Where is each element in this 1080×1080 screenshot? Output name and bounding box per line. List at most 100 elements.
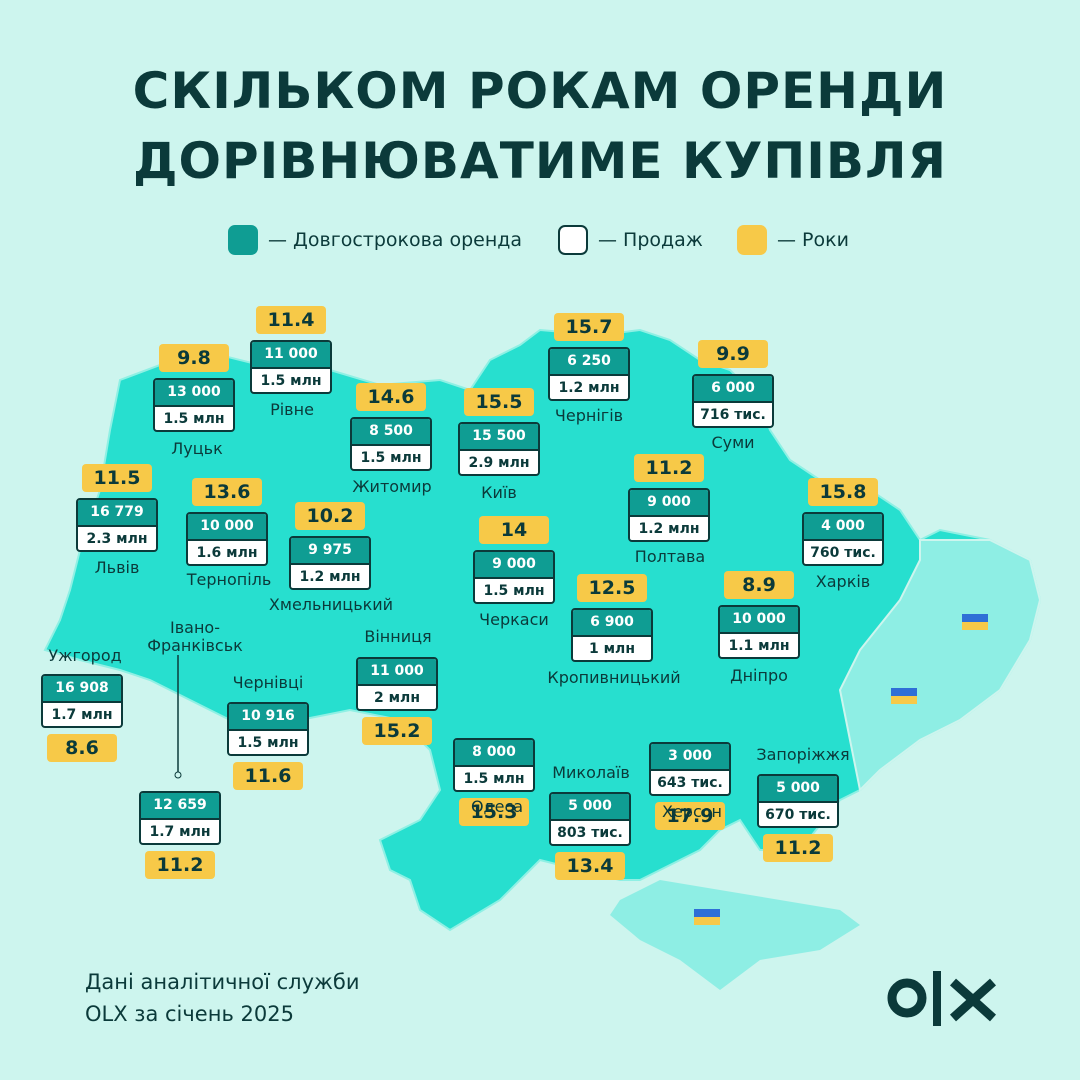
city-card: 12 659 1.7 млн [139, 791, 221, 845]
city-card: 6 250 1.2 млн [548, 347, 630, 401]
sale-price: 1.2 млн [558, 380, 620, 396]
city-card: 3 000 643 тис. [649, 742, 731, 796]
rent-price: 13 000 [155, 380, 233, 407]
city-name: Житомир [352, 477, 432, 496]
rent-price: 11 000 [252, 342, 330, 369]
city-card: 16 908 1.7 млн [41, 674, 123, 728]
sale-price: 1 млн [589, 641, 635, 657]
years-label: 15.2 [362, 717, 432, 745]
city-name: Суми [711, 433, 755, 452]
years-label: 11.4 [256, 306, 326, 334]
sale-price: 643 тис. [657, 775, 723, 791]
rent-price: 9 000 [475, 552, 553, 579]
city-name: Одеса [470, 797, 524, 816]
years-label: 9.9 [698, 340, 768, 368]
city-card: 8 500 1.5 млн [350, 417, 432, 471]
legend-label: — Довгострокова оренда [268, 229, 523, 251]
legend-swatch [558, 225, 588, 255]
years-label: 11.5 [82, 464, 152, 492]
rent-price: 15 500 [460, 424, 538, 451]
city-card: 8 000 1.5 млн [453, 738, 535, 792]
years-label: 11.2 [634, 454, 704, 482]
city-card: 5 000 670 тис. [757, 774, 839, 828]
years-label: 17.9 [655, 802, 725, 830]
years-label: 15.3 [459, 798, 529, 826]
rent-price: 16 908 [43, 676, 121, 703]
rent-price: 10 000 [720, 607, 798, 634]
city-name: Черкаси [479, 610, 549, 629]
rent-price: 9 000 [630, 490, 708, 517]
years-label: 13.6 [192, 478, 262, 506]
city-card: 6 900 1 млн [571, 608, 653, 662]
city-name: Чернігів [554, 406, 624, 425]
city-card: 11 000 1.5 млн [250, 340, 332, 394]
rent-price: 10 916 [229, 704, 307, 731]
city-card: 10 000 1.6 млн [186, 512, 268, 566]
flag [962, 614, 988, 630]
legend-label: — Роки [777, 229, 849, 251]
rent-price: 5 000 [551, 794, 629, 821]
rent-price: 16 779 [78, 500, 156, 527]
sale-price: 1.5 млн [237, 735, 299, 751]
rent-price: 11 000 [358, 659, 436, 686]
legend-item: — Продаж [558, 224, 703, 256]
sale-price: 1.5 млн [463, 771, 525, 787]
sale-price: 716 тис. [700, 407, 766, 423]
legend-item: — Довгострокова оренда [228, 224, 522, 256]
sale-price: 1.7 млн [149, 824, 211, 840]
city-name: Рівне [270, 400, 314, 419]
flag [891, 688, 917, 704]
sale-price: 2.9 млн [468, 455, 530, 471]
city-name: Кропивницький [547, 668, 681, 687]
rent-price: 6 250 [550, 349, 628, 376]
years-label: 15.7 [554, 313, 624, 341]
city-card: 10 916 1.5 млн [227, 702, 309, 756]
rent-price: 3 000 [651, 744, 729, 771]
city-name: Львів [94, 558, 140, 577]
years-label: 11.2 [763, 834, 833, 862]
pointer-dot [174, 771, 182, 779]
city-card: 9 975 1.2 млн [289, 536, 371, 590]
crimea [610, 880, 860, 990]
occupied-area [838, 539, 1042, 793]
city-card: 10 000 1.1 млн [718, 605, 800, 659]
years-label: 8.9 [724, 571, 794, 599]
city-name: Харків [815, 572, 871, 591]
sale-price: 1.6 млн [196, 545, 258, 561]
sale-price: 1.2 млн [638, 521, 700, 537]
city-card: 16 779 2.3 млн [76, 498, 158, 552]
rent-price: 4 000 [804, 514, 882, 541]
city-name: Тернопіль [186, 570, 272, 589]
city-card: 5 000 803 тис. [549, 792, 631, 846]
sale-price: 670 тис. [765, 807, 831, 823]
years-label: 12.5 [577, 574, 647, 602]
city-name: Луцьк [171, 439, 223, 458]
sale-price: 1.7 млн [51, 707, 113, 723]
legend-label: — Продаж [598, 229, 703, 251]
years-label: 10.2 [295, 502, 365, 530]
flag [694, 909, 720, 925]
title-line: ДОРІВНЮВАТИМЕ КУПІВЛЯ [132, 132, 948, 190]
footer-line: OLX за січень 2025 [85, 1002, 294, 1026]
city-card: 13 000 1.5 млн [153, 378, 235, 432]
years-label: 14 [479, 516, 549, 544]
years-label: 14.6 [356, 383, 426, 411]
city-card: 6 000 716 тис. [692, 374, 774, 428]
city-name: Вінниця [364, 627, 432, 646]
rent-price: 5 000 [759, 776, 837, 803]
city-name: Херсон [661, 802, 722, 821]
city-name: Миколаїв [552, 763, 630, 782]
rent-price: 10 000 [188, 514, 266, 541]
title-line: СКІЛЬКОМ РОКАМ ОРЕНДИ [132, 62, 948, 120]
city-name: Івано- Франківськ [147, 618, 243, 655]
years-label: 9.8 [159, 344, 229, 372]
city-card: 4 000 760 тис. [802, 512, 884, 566]
sale-price: 1.1 млн [728, 638, 790, 654]
legend-swatch [737, 225, 767, 255]
rent-price: 6 000 [694, 376, 772, 403]
rent-price: 9 975 [291, 538, 369, 565]
city-card: 9 000 1.2 млн [628, 488, 710, 542]
city-name: Ужгород [48, 646, 122, 665]
sale-price: 1.2 млн [299, 569, 361, 585]
